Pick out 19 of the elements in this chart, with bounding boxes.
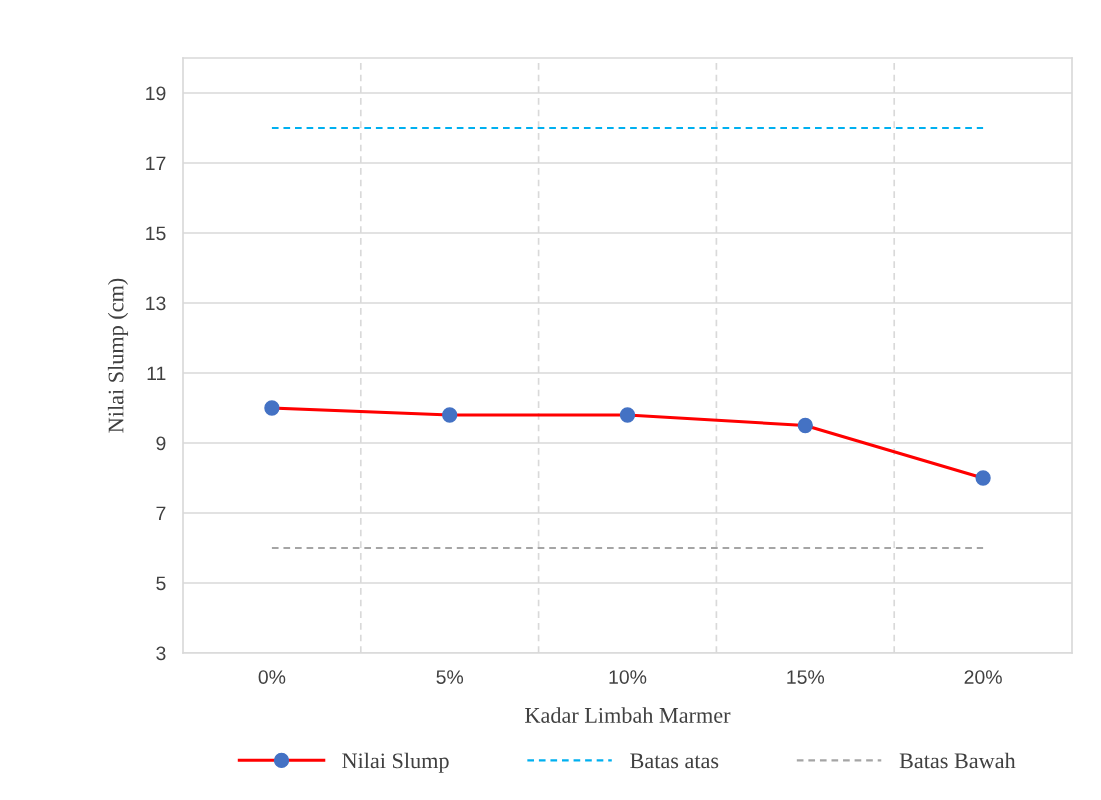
y-tick-label: 19 — [146, 86, 166, 101]
x-tick-label: 15% — [787, 670, 825, 684]
y-tick-label: 5 — [156, 576, 166, 591]
x-tick-label: 10% — [609, 670, 647, 684]
y-tick-label: 9 — [156, 436, 166, 451]
y-tick-label: 3 — [156, 646, 166, 661]
x-tick-label: 20% — [964, 670, 1002, 684]
legend-label: Batas atas — [630, 753, 719, 769]
y-tick-label: 17 — [146, 156, 166, 171]
y-tick-label: 7 — [156, 506, 166, 521]
y-tick-label: 11 — [147, 366, 166, 381]
x-tick-label: 5% — [436, 670, 464, 684]
x-axis-title: Kadar Limbah Marmer — [525, 707, 731, 723]
y-tick-label: 13 — [146, 296, 166, 311]
y-axis-title: Nilai Slump (cm) — [107, 278, 129, 433]
y-tick-label: 15 — [146, 226, 166, 241]
legend-label: Batas Bawah — [899, 752, 1016, 769]
x-tick-label: 0% — [258, 670, 286, 684]
legend-label: Nilai Slump — [342, 752, 449, 773]
